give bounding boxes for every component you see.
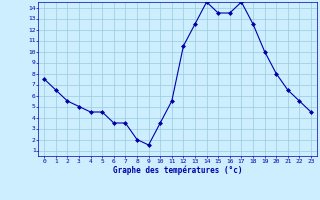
X-axis label: Graphe des températures (°c): Graphe des températures (°c) [113,165,242,175]
